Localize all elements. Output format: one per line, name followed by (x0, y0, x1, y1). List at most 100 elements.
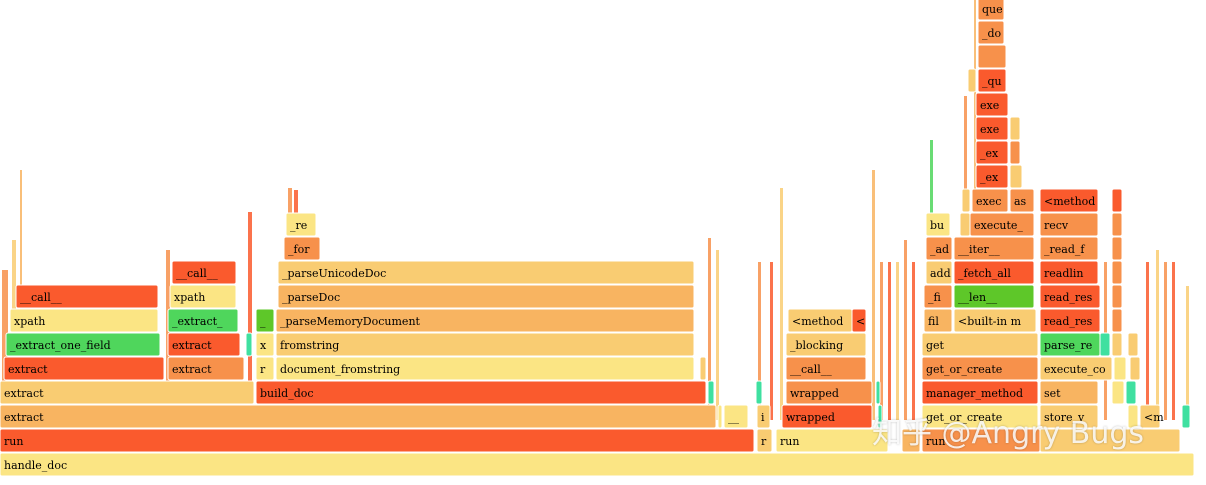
narrow-frame[interactable] (904, 240, 907, 420)
frame-bar[interactable] (923, 284, 953, 309)
frame-bar[interactable] (1009, 140, 1021, 165)
frame-bar[interactable] (275, 332, 695, 357)
frame-bar[interactable] (1111, 380, 1125, 405)
flame-frame[interactable]: read_res (1039, 284, 1101, 309)
frame-bar[interactable] (781, 404, 873, 429)
frame-bar[interactable] (1039, 236, 1099, 261)
frame-bar[interactable] (877, 404, 883, 429)
frame-bar[interactable] (283, 236, 321, 261)
flame-frame[interactable] (1009, 116, 1021, 141)
flame-frame[interactable]: bu (925, 212, 951, 237)
frame-bar[interactable] (277, 260, 695, 285)
flame-frame[interactable]: < (851, 308, 867, 333)
frame-bar[interactable] (1039, 260, 1099, 285)
frame-bar[interactable] (1181, 404, 1191, 429)
flame-frame[interactable] (1113, 356, 1127, 381)
flame-frame[interactable]: get_or_create (921, 404, 1039, 429)
flame-frame[interactable] (1125, 380, 1137, 405)
flame-frame[interactable]: document_fromstring (275, 356, 695, 381)
frame-bar[interactable] (975, 116, 1009, 141)
frame-bar[interactable] (1009, 188, 1035, 213)
flame-frame[interactable]: xpath (9, 308, 159, 333)
frame-bar[interactable] (1127, 404, 1139, 429)
flame-frame[interactable] (1111, 284, 1123, 309)
frame-bar[interactable] (0, 380, 255, 405)
flame-frame[interactable]: _for (283, 236, 321, 261)
frame-bar[interactable] (851, 308, 867, 333)
flame-frame[interactable]: add (925, 260, 953, 285)
frame-bar[interactable] (953, 284, 1035, 309)
frame-bar[interactable] (707, 380, 715, 405)
frame-bar[interactable] (975, 92, 1009, 117)
narrow-frame[interactable] (1172, 262, 1175, 420)
flame-frame[interactable]: __call__ (785, 356, 867, 381)
flame-frame[interactable]: extract (167, 332, 241, 357)
frame-bar[interactable] (925, 212, 951, 237)
frame-bar[interactable] (277, 284, 695, 309)
flame-frame[interactable]: get_or_create (921, 356, 1039, 381)
frame-bar[interactable] (255, 356, 275, 381)
flame-frame[interactable]: que (977, 0, 1005, 21)
frame-bar[interactable] (975, 140, 1009, 165)
frame-bar[interactable] (717, 404, 723, 429)
flame-frame[interactable] (707, 380, 715, 405)
flame-frame[interactable]: _parseDoc (277, 284, 695, 309)
frame-bar[interactable] (785, 332, 867, 357)
flame-frame[interactable] (877, 404, 883, 429)
frame-bar[interactable] (1113, 356, 1127, 381)
flame-frame[interactable]: __call__ (15, 284, 159, 309)
frame-bar[interactable] (953, 308, 1037, 333)
flame-frame[interactable]: r (756, 428, 773, 453)
flame-frame[interactable]: _extract_one_field (5, 332, 161, 357)
narrow-frame[interactable] (880, 262, 883, 420)
flame-frame[interactable]: _extract_ (167, 308, 239, 333)
frame-bar[interactable] (977, 44, 1007, 69)
flame-frame[interactable] (1129, 356, 1141, 381)
flame-frame[interactable] (875, 380, 881, 405)
flame-frame[interactable]: extract (167, 356, 245, 381)
flame-frame[interactable] (1111, 308, 1123, 333)
frame-bar[interactable] (923, 308, 953, 333)
frame-bar[interactable] (171, 260, 237, 285)
frame-bar[interactable] (1125, 380, 1137, 405)
frame-bar[interactable] (255, 380, 707, 405)
flame-frame[interactable]: execute_ (969, 212, 1035, 237)
frame-bar[interactable] (1111, 308, 1123, 333)
frame-bar[interactable] (9, 308, 159, 333)
flame-frame[interactable]: x (255, 332, 275, 357)
flame-frame[interactable]: exe (975, 116, 1009, 141)
frame-bar[interactable] (975, 164, 1009, 189)
flame-frame[interactable]: _re (285, 212, 317, 237)
flame-frame[interactable]: _qu (977, 68, 1007, 93)
frame-bar[interactable] (977, 20, 1005, 45)
narrow-frame[interactable] (1186, 286, 1189, 420)
frame-bar[interactable] (969, 212, 1035, 237)
frame-bar[interactable] (5, 332, 161, 357)
frame-bar[interactable] (275, 356, 695, 381)
narrow-frame[interactable] (758, 262, 761, 420)
flame-frame[interactable] (1099, 332, 1111, 357)
flame-frame[interactable]: __iter__ (953, 236, 1035, 261)
frame-bar[interactable] (921, 332, 1039, 357)
narrow-frame[interactable] (248, 212, 252, 420)
narrow-frame[interactable] (872, 170, 875, 420)
flame-frame[interactable] (961, 188, 971, 213)
flame-frame[interactable] (1111, 260, 1123, 285)
flame-frame[interactable] (1111, 380, 1125, 405)
frame-bar[interactable] (285, 212, 317, 237)
flame-frame[interactable]: get (921, 332, 1039, 357)
flame-frame[interactable] (977, 44, 1007, 69)
flame-frame[interactable] (717, 404, 723, 429)
narrow-frame[interactable] (1156, 250, 1159, 420)
flame-frame[interactable]: execute_co (1039, 356, 1113, 381)
frame-bar[interactable] (1111, 284, 1123, 309)
narrow-frame[interactable] (716, 250, 719, 420)
flame-frame[interactable]: exec (971, 188, 1009, 213)
flame-frame[interactable]: wrapped (785, 380, 873, 405)
frame-bar[interactable] (921, 356, 1039, 381)
frame-bar[interactable] (1111, 236, 1123, 261)
frame-bar[interactable] (925, 260, 953, 285)
frame-bar[interactable] (1111, 188, 1123, 213)
flame-frame[interactable]: _do (977, 20, 1005, 45)
flame-frame[interactable]: as (1009, 188, 1035, 213)
